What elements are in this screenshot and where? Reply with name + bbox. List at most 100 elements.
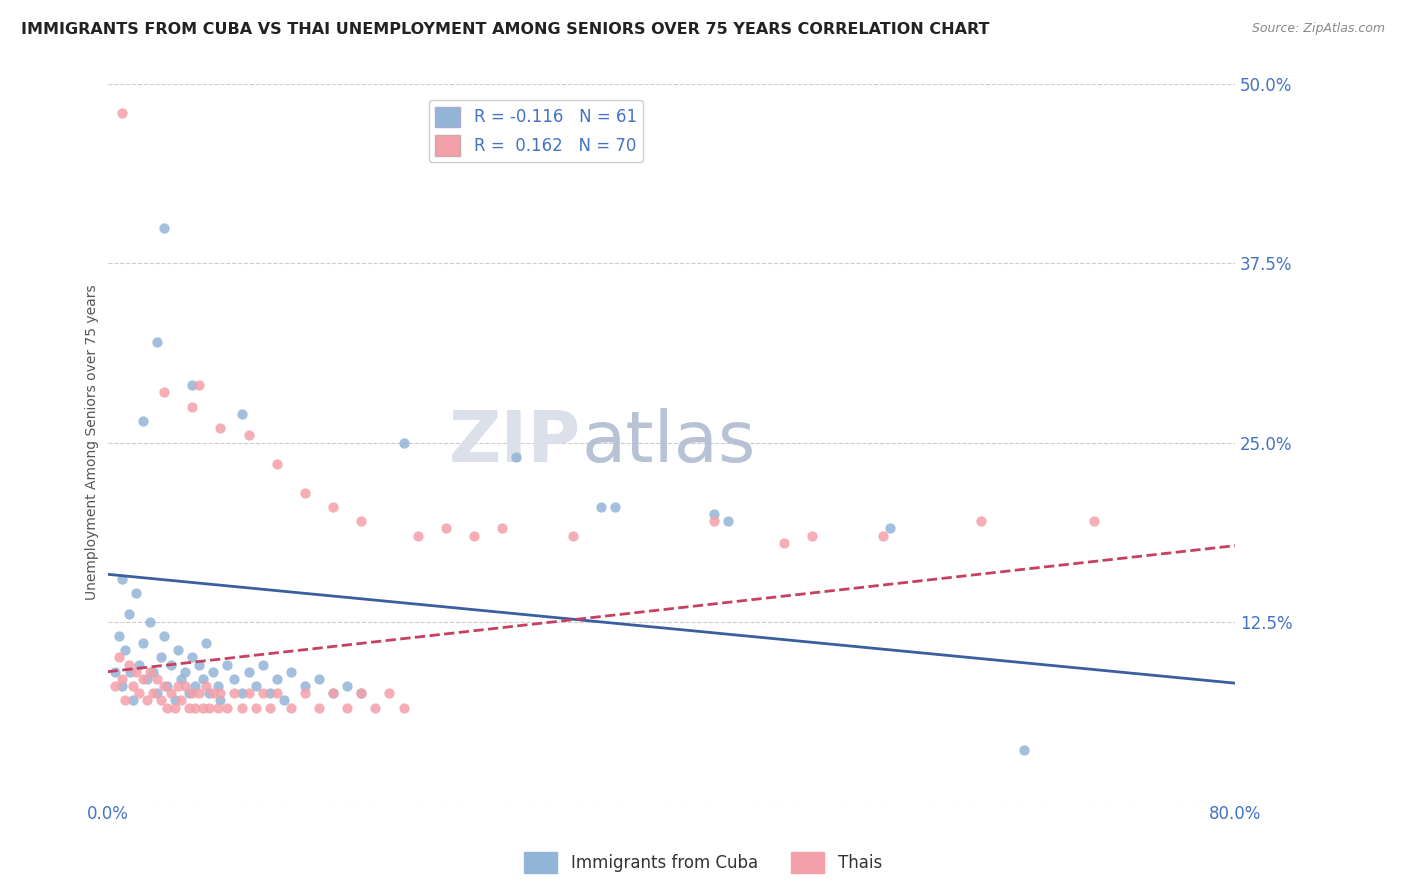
Legend: R = -0.116   N = 61, R =  0.162   N = 70: R = -0.116 N = 61, R = 0.162 N = 70 [429,100,644,162]
Point [801,528,824,542]
Point [322,500,344,514]
Point [224,686,246,700]
Point [238,665,260,679]
Point [136,693,159,707]
Point [273,693,295,707]
Point [170,672,193,686]
Point [491,521,513,535]
Text: ZIP: ZIP [449,408,581,477]
Point [773,536,796,550]
Point [266,686,288,700]
Point [142,665,165,679]
Point [1012,743,1035,757]
Point [209,686,232,700]
Point [181,378,204,392]
Point [181,400,204,414]
Point [231,700,253,714]
Point [280,665,302,679]
Point [259,686,281,700]
Point [125,586,148,600]
Point [179,700,201,714]
Point [120,665,142,679]
Point [202,665,225,679]
Point [252,657,274,672]
Point [1083,514,1105,528]
Point [188,657,211,672]
Point [294,686,316,700]
Point [434,521,457,535]
Point [207,700,229,714]
Point [174,679,197,693]
Point [392,700,415,714]
Point [308,700,330,714]
Point [146,335,169,350]
Point [111,672,134,686]
Point [142,686,165,700]
Point [174,665,197,679]
Point [266,457,288,471]
Point [146,686,169,700]
Point [209,693,232,707]
Point [111,572,134,586]
Point [505,450,527,464]
Point [392,435,415,450]
Point [378,686,401,700]
Text: atlas: atlas [581,408,755,477]
Point [193,700,215,714]
Point [195,679,218,693]
Point [184,679,207,693]
Point [160,657,183,672]
Text: IMMIGRANTS FROM CUBA VS THAI UNEMPLOYMENT AMONG SENIORS OVER 75 YEARS CORRELATIO: IMMIGRANTS FROM CUBA VS THAI UNEMPLOYMEN… [21,22,990,37]
Point [350,686,373,700]
Point [195,636,218,650]
Point [139,615,162,629]
Point [128,657,150,672]
Point [156,700,179,714]
Point [111,106,134,120]
Point [350,514,373,528]
Point [266,672,288,686]
Point [589,500,612,514]
Point [703,514,725,528]
Point [104,679,127,693]
Point [231,407,253,421]
Point [146,672,169,686]
Point [231,686,253,700]
Point [336,700,359,714]
Point [879,521,901,535]
Point [238,686,260,700]
Point [153,220,176,235]
Point [184,700,207,714]
Point [114,693,136,707]
Point [872,528,894,542]
Point [603,500,626,514]
Point [108,629,131,643]
Point [170,693,193,707]
Point [132,636,155,650]
Y-axis label: Unemployment Among Seniors over 75 years: Unemployment Among Seniors over 75 years [86,285,100,600]
Point [238,428,260,442]
Point [703,507,725,521]
Point [132,414,155,428]
Point [181,686,204,700]
Point [336,679,359,693]
Point [188,378,211,392]
Point [153,629,176,643]
Point [209,421,232,435]
Point [118,657,141,672]
Point [970,514,993,528]
Point [165,700,187,714]
Point [153,385,176,400]
Point [364,700,387,714]
Point [150,693,173,707]
Point [167,643,190,657]
Legend: Immigrants from Cuba, Thais: Immigrants from Cuba, Thais [517,846,889,880]
Point [202,686,225,700]
Point [350,686,373,700]
Point [160,686,183,700]
Point [139,665,162,679]
Text: Source: ZipAtlas.com: Source: ZipAtlas.com [1251,22,1385,36]
Point [108,650,131,665]
Point [198,686,221,700]
Point [122,693,145,707]
